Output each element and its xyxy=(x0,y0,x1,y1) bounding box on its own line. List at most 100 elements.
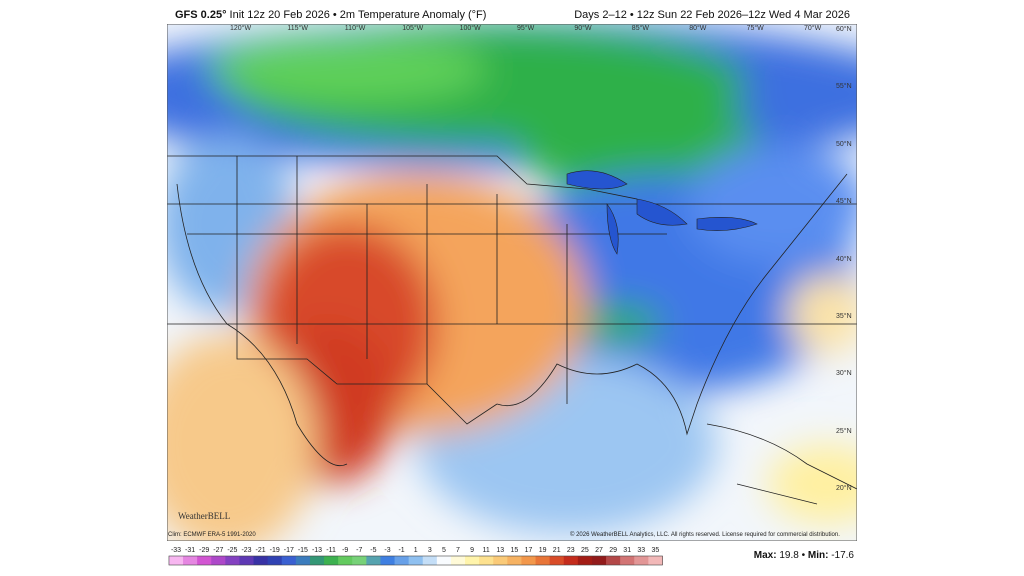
colorbar-label: -27 xyxy=(213,547,223,554)
colorbar-label: -21 xyxy=(256,547,266,554)
lat-label: 20°N xyxy=(836,485,852,493)
colorbar-label: -17 xyxy=(284,547,294,554)
model-name: GFS 0.25° xyxy=(175,9,227,21)
colorbar-label: -9 xyxy=(342,547,348,554)
colorbar-cell xyxy=(225,556,240,565)
lon-label: 105°W xyxy=(402,25,424,32)
colorbar-label: 23 xyxy=(567,547,575,554)
colorbar-label: -33 xyxy=(171,547,181,554)
colorbar-cell xyxy=(324,556,339,565)
colorbar-cell xyxy=(281,556,297,565)
colorbar-label: -7 xyxy=(356,547,362,554)
colorbar-label: 25 xyxy=(581,547,589,554)
stats: Max: 19.8 • Min: -17.6 xyxy=(754,550,854,561)
lat-label: 45°N xyxy=(836,198,852,206)
colorbar-cell xyxy=(394,556,410,565)
colorbar-frame xyxy=(168,555,663,566)
lat-label: 50°N xyxy=(836,140,852,148)
colorbar-cell xyxy=(493,556,508,565)
colorbar-cell xyxy=(168,556,184,565)
colorbar-cell xyxy=(591,556,607,565)
colorbar-cell xyxy=(211,556,226,565)
init-text: Init 12z 20 Feb 2026 • 2m Temperature An… xyxy=(229,9,487,21)
colorbar-cell xyxy=(253,556,269,565)
copyright-text: © 2026 WeatherBELL Analytics, LLC. All r… xyxy=(570,532,840,538)
colorbar-label: -31 xyxy=(185,547,195,554)
colorbar-cell xyxy=(352,556,367,565)
lon-label: 95°W xyxy=(517,25,535,32)
colorbar-label: 3 xyxy=(428,547,432,554)
colorbar-cell xyxy=(620,556,635,565)
colorbar-cell xyxy=(507,556,522,565)
colorbar-cell xyxy=(267,556,283,565)
colorbar-cell xyxy=(436,556,452,565)
colorbar-cell xyxy=(563,556,579,565)
colorbar-cell xyxy=(648,556,663,565)
header-left: GFS 0.25° Init 12z 20 Feb 2026 • 2m Temp… xyxy=(175,9,486,21)
colorbar-label: 29 xyxy=(609,547,617,554)
lon-label: 100°W xyxy=(459,25,481,32)
lat-label: 40°N xyxy=(836,255,852,263)
lat-label: 35°N xyxy=(836,313,852,320)
lon-label: 75°W xyxy=(746,25,764,32)
colorbar-label: -11 xyxy=(326,547,336,554)
colorbar-label: 35 xyxy=(652,547,660,554)
colorbar-label: -15 xyxy=(298,547,308,554)
colorbar-label: -1 xyxy=(398,547,404,554)
colorbar-label: 33 xyxy=(637,547,645,554)
min-value: -17.6 xyxy=(831,550,854,561)
colorbar-label: 13 xyxy=(496,547,504,554)
lon-label: 120°W xyxy=(230,25,252,32)
colorbar-label: 19 xyxy=(539,547,547,554)
max-label: Max: xyxy=(753,550,777,561)
colorbar-label: 21 xyxy=(553,547,561,554)
colorbar-cell xyxy=(183,556,198,565)
lon-label: 110°W xyxy=(344,25,366,32)
colorbar-label: 9 xyxy=(470,547,474,554)
lon-label: 85°W xyxy=(631,25,649,32)
colorbar-label: 1 xyxy=(414,547,418,554)
colorbar-label: -13 xyxy=(312,547,322,554)
colorbar-label: 17 xyxy=(525,547,533,554)
colorbar-label: -25 xyxy=(227,547,237,554)
colorbar-cell xyxy=(521,556,537,565)
colorbar-label: 5 xyxy=(442,547,446,554)
colorbar-cell xyxy=(239,556,255,565)
colorbar-label: -29 xyxy=(199,547,209,554)
colorbar-cell xyxy=(408,556,424,565)
lat-label: 60°N xyxy=(836,26,852,33)
colorbar-label: 31 xyxy=(623,547,631,554)
colorbar-label: -19 xyxy=(270,547,280,554)
colorbar-label: -3 xyxy=(384,547,390,554)
max-value: 19.8 xyxy=(779,550,799,561)
lat-label: 30°N xyxy=(836,370,852,378)
separator: • xyxy=(801,550,806,561)
lon-label: 115°W xyxy=(287,25,308,32)
lat-label: 55°N xyxy=(836,83,852,91)
colorbar-cell xyxy=(338,556,353,565)
colorbar-label: -5 xyxy=(370,547,376,554)
lon-label: 80°W xyxy=(689,25,707,32)
colorbar-cell xyxy=(309,556,325,565)
colorbar-label: 27 xyxy=(595,547,603,554)
colorbar-label: 7 xyxy=(456,547,460,554)
colorbar-cell xyxy=(450,556,466,565)
colorbar-label: 15 xyxy=(511,547,519,554)
colorbar-label: -23 xyxy=(241,547,251,554)
colorbar-cell xyxy=(634,556,649,565)
colorbar-label: 11 xyxy=(483,547,490,554)
colorbar-cell xyxy=(197,556,212,565)
colorbar-cell xyxy=(295,556,311,565)
colorbar-cell xyxy=(577,556,593,565)
lat-label: 25°N xyxy=(836,427,852,435)
colorbar-cell xyxy=(549,556,565,565)
lon-label: 90°W xyxy=(574,25,592,32)
min-label: Min: xyxy=(807,550,829,561)
climo-text: Clim: ECMWF ERA-5 1991-2020 xyxy=(168,532,256,538)
colorbar-cell xyxy=(479,556,494,565)
logo: WeatherBELL xyxy=(178,511,231,521)
colorbar-cell xyxy=(465,556,480,565)
colorbar-cell xyxy=(606,556,621,565)
colorbar-cell xyxy=(366,556,381,565)
